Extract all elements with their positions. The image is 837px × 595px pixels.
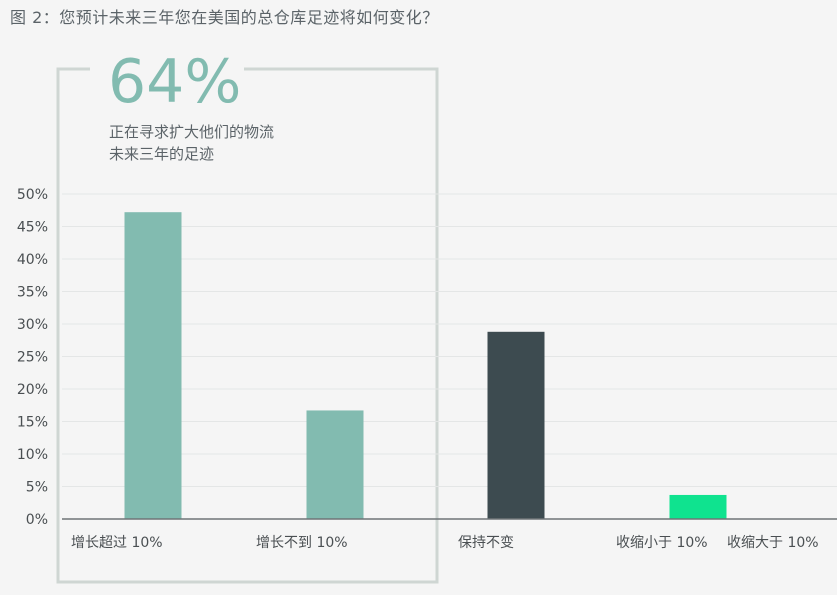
callout-frame <box>56 67 439 584</box>
callout-value: 64% <box>108 47 241 117</box>
y-tick-label: 15% <box>17 415 48 431</box>
gridlines <box>62 193 837 487</box>
y-tick-label: 10% <box>17 447 48 463</box>
y-tick-label: 50% <box>17 187 48 203</box>
bars <box>124 212 727 519</box>
x-axis: 增长超过 10% 增长不到 10% 保持不变 收缩小于 10% 收缩大于 10% <box>71 535 819 551</box>
x-category-label: 收缩大于 10% <box>727 535 819 551</box>
x-category-label: 增长不到 10% <box>256 535 348 551</box>
bar <box>124 212 182 519</box>
x-category-label: 增长超过 10% <box>71 535 163 551</box>
callout-line-2: 未来三年的足迹 <box>109 145 214 163</box>
bar <box>306 410 364 519</box>
y-tick-label: 0% <box>26 512 48 528</box>
x-category-label: 收缩小于 10% <box>616 535 708 551</box>
bar <box>669 494 727 519</box>
y-tick-label: 20% <box>17 382 48 398</box>
figure-caption: 图 2：您预计未来三年您在美国的总仓库足迹将如何变化？ <box>10 8 439 27</box>
y-tick-label: 35% <box>17 285 48 301</box>
y-tick-label: 25% <box>17 350 48 366</box>
callout-line-1: 正在寻求扩大他们的物流 <box>109 123 274 141</box>
y-axis: 0% 5% 10% 15% 20% 25% 30% 35% 40% 45% 50% <box>17 187 48 528</box>
y-tick-label: 30% <box>17 317 48 333</box>
y-tick-label: 45% <box>17 220 48 236</box>
bar <box>487 331 545 519</box>
y-tick-label: 40% <box>17 252 48 268</box>
x-category-label: 保持不变 <box>458 535 514 551</box>
y-tick-label: 5% <box>26 480 48 496</box>
